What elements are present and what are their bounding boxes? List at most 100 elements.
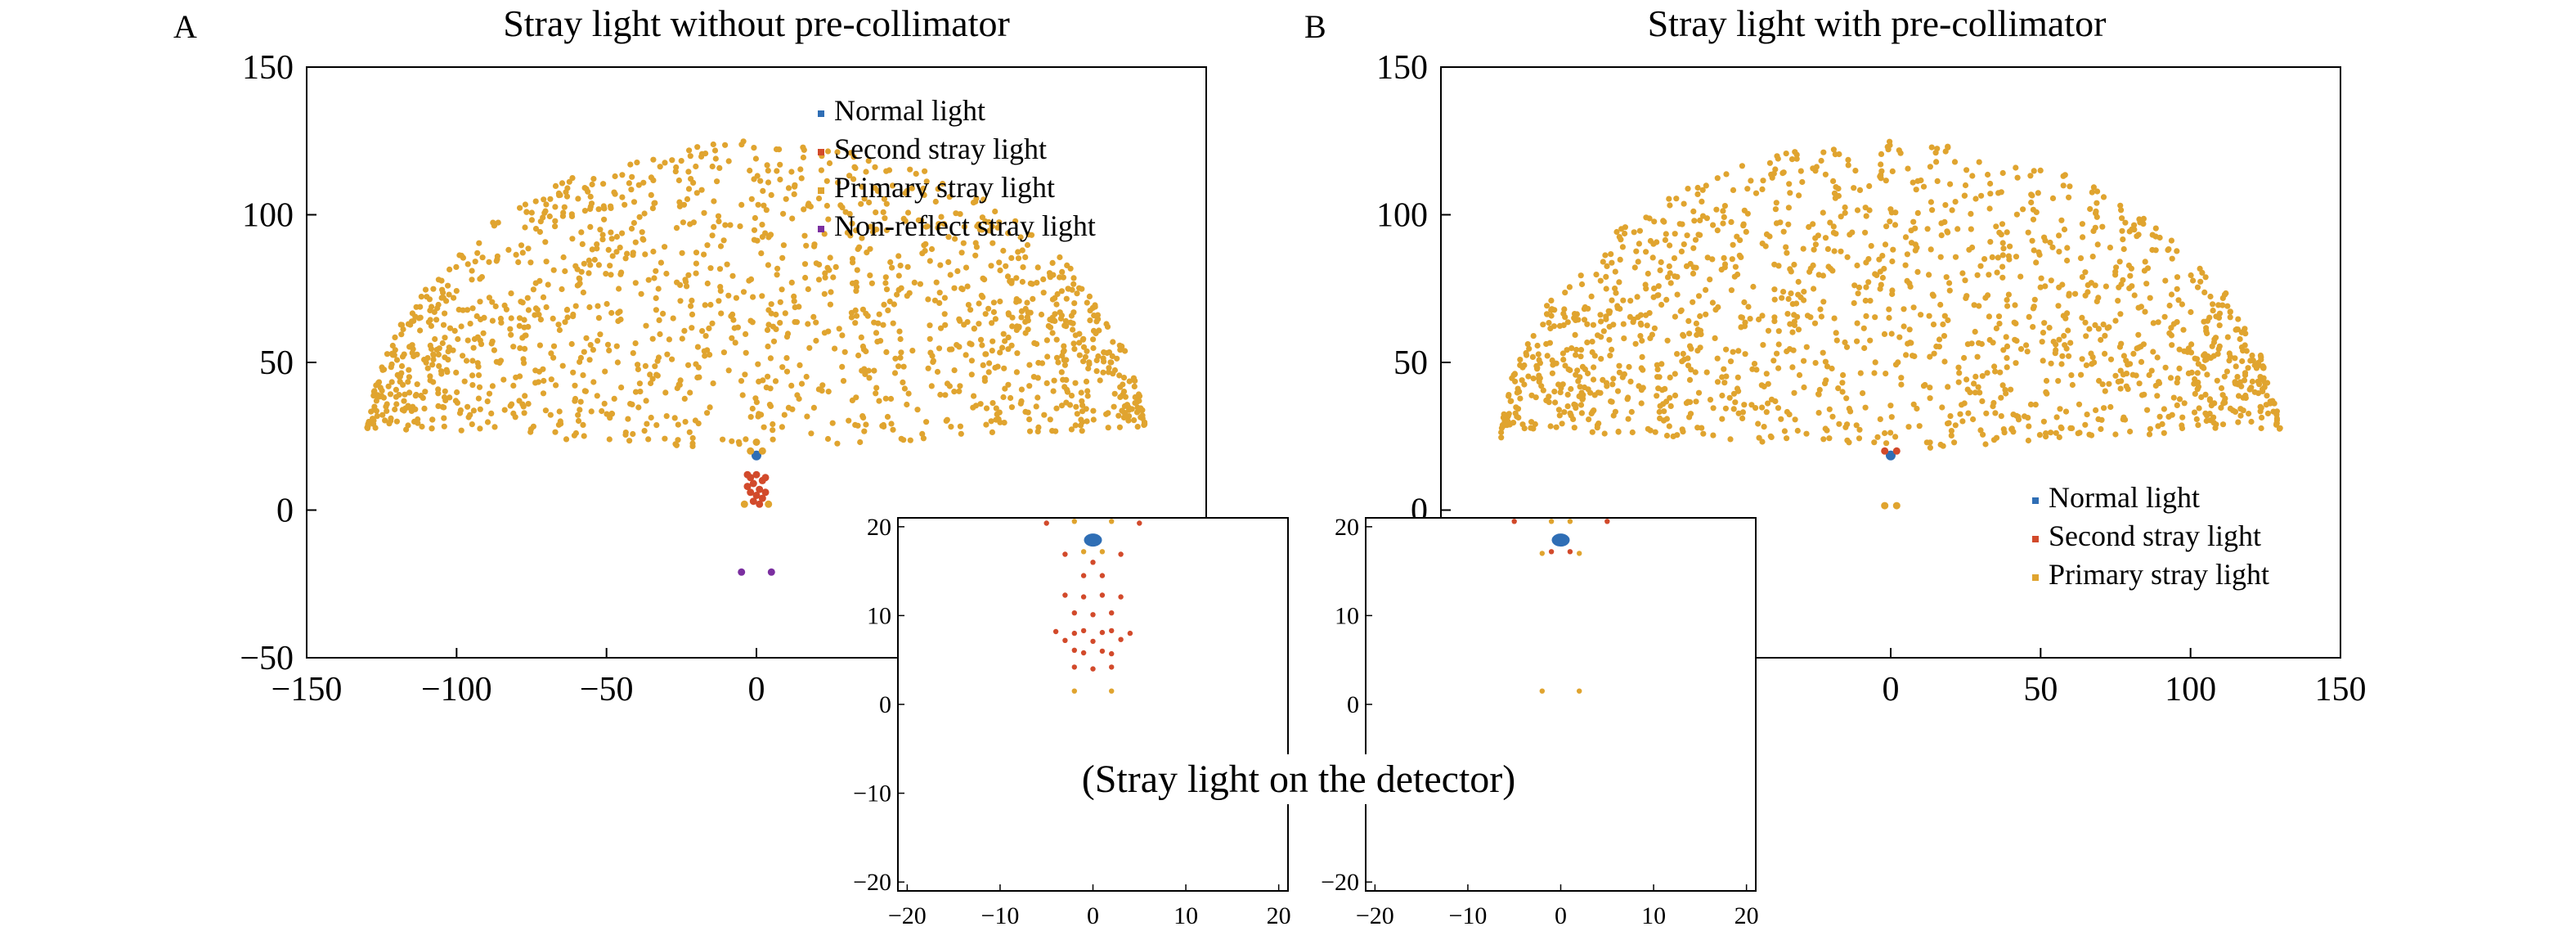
primary-stray-light-point xyxy=(1957,411,1963,417)
primary-stray-light-point xyxy=(477,425,483,432)
primary-stray-light-point xyxy=(1082,353,1088,360)
primary-stray-light-point xyxy=(1931,350,1937,357)
primary-stray-light-point xyxy=(972,252,979,259)
primary-stray-light-point xyxy=(1053,354,1061,361)
primary-stray-light-point xyxy=(2140,341,2147,348)
primary-stray-light-point xyxy=(372,425,379,431)
primary-stray-light-point xyxy=(2156,413,2163,420)
primary-stray-light-point xyxy=(1748,178,1754,184)
primary-stray-light-point xyxy=(1035,424,1042,431)
primary-stray-light-point xyxy=(1867,337,1874,344)
primary-stray-light-point xyxy=(543,304,550,311)
primary-stray-light-point xyxy=(1666,196,1672,202)
primary-stray-light-point xyxy=(1878,161,1884,168)
primary-stray-light-point xyxy=(2269,398,2276,404)
primary-stray-light-point xyxy=(559,286,565,293)
primary-stray-light-point xyxy=(1877,416,1883,422)
primary-stray-light-point xyxy=(422,286,429,293)
primary-stray-light-point xyxy=(489,383,496,389)
primary-stray-light-point xyxy=(898,435,904,442)
primary-stray-light-point xyxy=(1959,270,1966,277)
primary-stray-light-point xyxy=(738,142,745,148)
primary-stray-light-point xyxy=(2075,430,2081,437)
primary-stray-light-point xyxy=(1567,367,1573,374)
primary-stray-light-point xyxy=(819,382,826,389)
primary-stray-light-point xyxy=(751,236,758,243)
primary-stray-light-point xyxy=(1910,401,1917,407)
primary-stray-light-point xyxy=(416,327,424,334)
primary-stray-light-point xyxy=(1120,381,1126,388)
primary-stray-light-point xyxy=(1887,430,1894,436)
primary-stray-light-point xyxy=(2179,422,2185,429)
primary-stray-light-point xyxy=(768,301,774,308)
primary-stray-light-point xyxy=(2166,302,2173,309)
primary-stray-light-point xyxy=(1780,289,1787,295)
primary-stray-light-point xyxy=(461,378,468,385)
primary-stray-light-point xyxy=(704,410,711,416)
primary-stray-light-point xyxy=(1862,404,1869,411)
primary-stray-light-point xyxy=(1927,164,1933,170)
primary-stray-light-point xyxy=(1090,344,1097,352)
primary-stray-light-point xyxy=(981,378,988,385)
primary-stray-light-point xyxy=(441,423,447,430)
primary-stray-light-point xyxy=(393,386,399,393)
primary-stray-light-point xyxy=(1659,387,1666,394)
primary-stray-light-point xyxy=(1649,254,1656,261)
primary-stray-light-point xyxy=(673,225,680,232)
primary-stray-light-point xyxy=(2258,354,2264,361)
primary-stray-light-point xyxy=(2050,339,2057,345)
primary-stray-light-point xyxy=(373,382,379,389)
primary-stray-light-point xyxy=(920,185,927,192)
primary-stray-light-point xyxy=(622,431,629,439)
primary-stray-light-point xyxy=(2136,380,2143,387)
primary-stray-light-point xyxy=(1061,362,1068,368)
primary-stray-light-point xyxy=(430,286,437,292)
primary-stray-light-point xyxy=(1772,206,1779,213)
primary-stray-light-point xyxy=(1910,353,1916,359)
primary-stray-light-point xyxy=(428,345,435,353)
primary-stray-light-point xyxy=(1947,181,1954,187)
primary-stray-light-point xyxy=(1806,223,1812,231)
primary-stray-light-point xyxy=(595,315,603,322)
inset-data-point-second xyxy=(1109,627,1115,634)
primary-stray-light-point xyxy=(1801,288,1807,295)
primary-stray-light-point xyxy=(1013,296,1020,303)
primary-stray-light-point xyxy=(1672,392,1679,398)
primary-stray-light-point xyxy=(1810,262,1816,268)
primary-stray-light-point xyxy=(968,358,975,364)
primary-stray-light-point xyxy=(937,325,945,331)
primary-stray-light-point xyxy=(846,173,853,179)
inset-data-point-second xyxy=(1548,549,1555,555)
primary-stray-light-point xyxy=(484,419,491,425)
primary-stray-light-point xyxy=(765,322,772,328)
primary-stray-light-point xyxy=(2221,373,2228,380)
primary-stray-light-point xyxy=(1566,284,1573,290)
primary-stray-light-point xyxy=(1941,313,1948,319)
primary-stray-light-point xyxy=(581,260,587,267)
primary-stray-light-point xyxy=(2056,284,2062,290)
primary-stray-light-point xyxy=(1582,304,1588,311)
primary-stray-light-point xyxy=(2216,310,2224,317)
primary-stray-light-point xyxy=(2029,192,2035,199)
primary-stray-light-point xyxy=(982,351,989,358)
primary-stray-light-point xyxy=(417,314,424,321)
primary-stray-light-point xyxy=(1045,322,1052,330)
primary-stray-light-point xyxy=(941,311,948,317)
primary-stray-light-point xyxy=(760,187,766,194)
primary-stray-light-point xyxy=(1079,408,1086,415)
inset-data-point-primary xyxy=(1071,519,1078,524)
primary-stray-light-point xyxy=(2170,394,2177,401)
primary-stray-light-point xyxy=(1515,414,1522,421)
primary-stray-light-point xyxy=(653,422,660,429)
primary-stray-light-point xyxy=(1995,254,2001,261)
primary-stray-light-point xyxy=(2088,280,2094,286)
primary-stray-light-point xyxy=(1786,181,1793,187)
primary-stray-light-point xyxy=(595,262,603,268)
primary-stray-light-point xyxy=(841,349,848,355)
primary-stray-light-point xyxy=(1040,276,1047,282)
primary-stray-light-point xyxy=(1892,222,1899,228)
primary-stray-light-point xyxy=(1771,296,1778,303)
primary-stray-light-point xyxy=(686,429,693,435)
primary-stray-light-point xyxy=(1070,281,1077,287)
primary-stray-light-point xyxy=(1122,348,1129,354)
